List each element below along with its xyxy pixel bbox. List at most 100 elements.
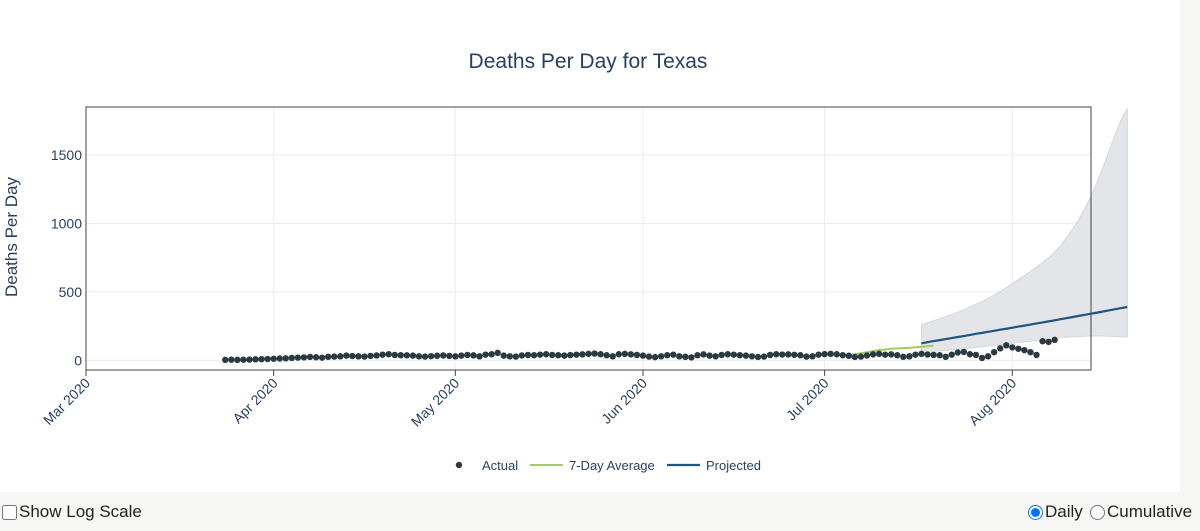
actual-point xyxy=(948,351,955,358)
log-scale-checkbox[interactable] xyxy=(2,504,17,520)
y-tick-label: 0 xyxy=(74,352,82,368)
actual-point xyxy=(373,352,380,359)
actual-point xyxy=(452,353,459,360)
actual-point xyxy=(869,351,877,358)
x-tick-label: Aug 2020 xyxy=(966,375,1020,429)
actual-point xyxy=(288,354,296,362)
actual-point xyxy=(240,356,247,363)
actual-point xyxy=(555,352,562,359)
actual-point xyxy=(996,345,1004,352)
actual-point xyxy=(585,350,592,358)
actual-point xyxy=(1045,338,1052,346)
actual-point xyxy=(1027,348,1034,356)
actual-point xyxy=(464,351,471,359)
actual-point xyxy=(1009,344,1016,351)
actual-point xyxy=(936,352,943,359)
actual-point xyxy=(942,353,949,361)
actual-point xyxy=(742,352,750,359)
actual-point xyxy=(881,351,889,358)
actual-point xyxy=(833,351,840,358)
actual-point xyxy=(954,349,962,356)
actual-point xyxy=(966,351,974,358)
actual-point xyxy=(579,351,586,358)
controls-bar: Show Log Scale Daily Cumulative xyxy=(0,492,1200,531)
x-tick-label: Apr 2020 xyxy=(229,375,281,427)
log-scale-label: Show Log Scale xyxy=(19,502,142,521)
actual-point xyxy=(258,355,265,363)
actual-point xyxy=(306,353,314,361)
actual-point xyxy=(676,353,683,360)
actual-point xyxy=(851,353,859,361)
actual-point xyxy=(548,351,556,359)
actual-point xyxy=(318,354,326,361)
actual-point xyxy=(294,354,302,361)
actual-point xyxy=(264,355,271,363)
actual-point xyxy=(712,353,719,360)
actual-point xyxy=(385,351,392,358)
actual-point xyxy=(990,348,998,356)
y-tick-label: 500 xyxy=(59,284,83,300)
actual-point xyxy=(276,355,283,362)
actual-point xyxy=(1015,345,1022,352)
plot-frame xyxy=(85,106,1092,371)
daily-radio[interactable] xyxy=(1028,504,1043,520)
actual-point xyxy=(391,351,398,359)
actual-point xyxy=(282,355,289,362)
line-layer xyxy=(836,305,1128,356)
actual-point xyxy=(694,352,701,359)
actual-point xyxy=(700,351,707,358)
actual-point xyxy=(234,356,241,364)
actual-point xyxy=(791,351,798,358)
actual-point xyxy=(978,354,986,362)
actual-point xyxy=(857,353,865,360)
actual-point xyxy=(888,351,895,358)
actual-point xyxy=(591,350,598,357)
actual-point xyxy=(724,351,731,358)
legend-projected-label: Projected xyxy=(706,458,761,473)
cumulative-radio[interactable] xyxy=(1090,504,1105,520)
projected-line xyxy=(921,305,1128,345)
actual-point xyxy=(222,356,229,364)
actual-point xyxy=(688,354,695,361)
actual-point xyxy=(415,353,423,360)
actual-point xyxy=(482,351,489,358)
actual-point xyxy=(603,352,610,359)
actual-point xyxy=(427,352,435,360)
actual-point xyxy=(894,352,901,359)
actual-point xyxy=(1039,338,1046,345)
deaths-per-day-chart[interactable]: Deaths Per Day for Texas Deaths Per Day … xyxy=(0,0,1180,492)
cumulative-option[interactable]: Cumulative xyxy=(1090,502,1192,522)
actual-point xyxy=(343,352,350,359)
actual-point xyxy=(821,350,828,358)
actual-point xyxy=(403,352,411,359)
actual-point xyxy=(524,351,532,359)
actual-point xyxy=(494,349,501,357)
actual-point xyxy=(470,352,477,359)
actual-point xyxy=(900,353,907,361)
actual-point xyxy=(300,354,308,361)
projection-uncertainty-band xyxy=(920,108,1128,354)
actual-point xyxy=(912,351,919,358)
actual-point xyxy=(760,353,768,360)
scroll-edge xyxy=(1180,0,1200,492)
actual-point xyxy=(518,352,526,359)
actual-point xyxy=(984,353,992,360)
actual-point xyxy=(512,353,520,360)
actual-point xyxy=(682,353,689,361)
actual-point xyxy=(918,350,925,358)
actual-point xyxy=(633,351,641,359)
x-tick-label: May 2020 xyxy=(408,375,463,430)
log-scale-toggle[interactable]: Show Log Scale xyxy=(2,502,142,522)
actual-point xyxy=(718,351,725,359)
actual-point xyxy=(827,350,834,358)
daily-option[interactable]: Daily xyxy=(1028,502,1083,522)
actual-point xyxy=(355,353,362,360)
actual-point xyxy=(779,351,786,358)
actual-point xyxy=(312,354,320,361)
actual-point xyxy=(906,353,913,360)
legend[interactable]: Actual 7-Day Average Projected xyxy=(455,458,761,473)
actual-point xyxy=(972,351,980,359)
actual-point xyxy=(1021,346,1028,354)
actual-point xyxy=(875,350,883,358)
actual-point xyxy=(361,353,368,360)
